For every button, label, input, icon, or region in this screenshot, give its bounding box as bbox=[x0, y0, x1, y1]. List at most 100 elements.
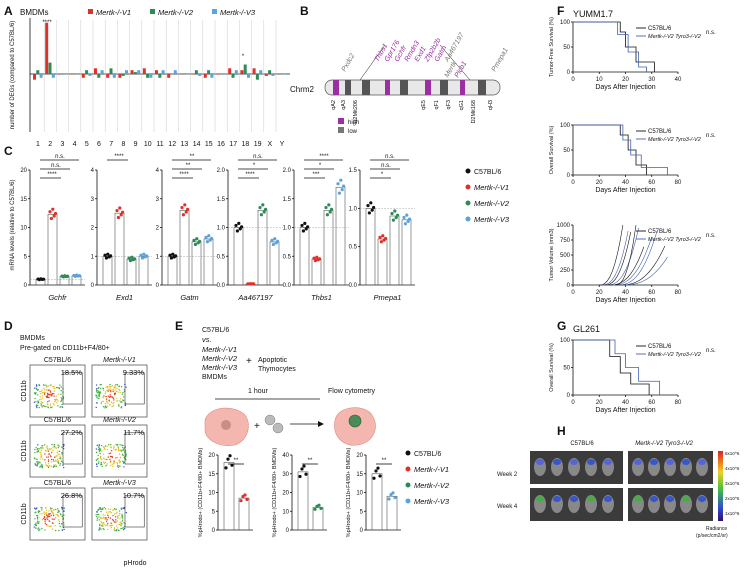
flow-event bbox=[96, 451, 98, 454]
flow-event bbox=[53, 460, 56, 463]
bar-11-0 bbox=[155, 70, 158, 74]
c-dot bbox=[171, 252, 175, 256]
flow-event bbox=[47, 465, 49, 467]
f-tick-label: 0 bbox=[567, 283, 571, 289]
flow-event bbox=[101, 507, 104, 509]
flow-event bbox=[96, 517, 99, 520]
tumor-growth-curve bbox=[609, 246, 645, 286]
c-dot bbox=[261, 203, 265, 207]
band-label: qH3 bbox=[488, 100, 494, 110]
flow-event bbox=[33, 507, 36, 509]
flow-event bbox=[58, 453, 60, 456]
flow-event bbox=[102, 527, 104, 530]
flow-gate bbox=[62, 495, 83, 528]
e-bar bbox=[297, 471, 309, 531]
flow-event bbox=[50, 509, 53, 512]
bar-12-2 bbox=[173, 70, 177, 74]
flow-event bbox=[44, 519, 47, 521]
bar-10-0 bbox=[142, 68, 146, 74]
c-dot bbox=[54, 211, 58, 216]
f-legend-wt: C57BL/6 bbox=[648, 229, 672, 235]
flow-event bbox=[48, 520, 50, 522]
flow-event bbox=[95, 406, 97, 409]
c-dot bbox=[168, 253, 172, 257]
c-dot bbox=[207, 234, 211, 238]
flow-event bbox=[95, 389, 98, 391]
c-sig-label: n.s. bbox=[55, 154, 65, 160]
tick-label-chr: 5 bbox=[85, 141, 89, 148]
f-ylabel: Overall Survival (%) bbox=[549, 126, 555, 175]
panel-e-time: 1 hour bbox=[248, 388, 269, 395]
c-sig-label: n.s. bbox=[253, 154, 263, 160]
flow-event bbox=[121, 520, 124, 522]
flow-event bbox=[112, 402, 114, 405]
flow-event bbox=[111, 385, 114, 387]
flow-event bbox=[52, 512, 54, 514]
c-dot bbox=[391, 218, 395, 222]
flow-event bbox=[38, 448, 40, 450]
band-label: qF1 bbox=[434, 100, 440, 109]
flow-event bbox=[60, 458, 62, 460]
flow-event bbox=[57, 515, 59, 517]
c-tick-label: 3 bbox=[156, 197, 160, 203]
flow-event bbox=[46, 518, 49, 520]
flow-event bbox=[63, 510, 65, 512]
c-dot bbox=[301, 229, 305, 233]
flow-event bbox=[115, 383, 117, 386]
flow-event bbox=[96, 513, 99, 516]
tick-label-chr: 6 bbox=[97, 141, 101, 148]
flow-event bbox=[108, 396, 111, 399]
flow-event bbox=[118, 385, 120, 388]
flow-event bbox=[57, 511, 59, 513]
panel-g-title: GL261 bbox=[573, 324, 600, 334]
flow-event bbox=[120, 516, 122, 518]
flow-event bbox=[123, 466, 125, 468]
g-km-curve-ko bbox=[573, 339, 661, 395]
flow-event bbox=[105, 386, 108, 388]
c-dot bbox=[315, 255, 319, 259]
f-xtick-label: 60 bbox=[648, 290, 655, 296]
f-xtick-label: 80 bbox=[675, 180, 682, 186]
flow-event bbox=[113, 401, 115, 404]
flow-event bbox=[45, 386, 48, 388]
flow-event bbox=[43, 389, 46, 391]
flow-event bbox=[118, 523, 120, 526]
flow-event bbox=[44, 517, 46, 519]
bioluminescence-signal bbox=[536, 496, 544, 502]
flow-event bbox=[110, 391, 112, 393]
flow-event bbox=[96, 444, 98, 447]
c-dot bbox=[180, 205, 184, 210]
flow-event bbox=[50, 451, 53, 454]
flow-event bbox=[110, 522, 112, 524]
bioluminescence-signal bbox=[587, 459, 595, 465]
e-ylabel: %pHrodo+ (CD11b+F4/80+ BMDMs) bbox=[346, 448, 352, 538]
flow-event bbox=[113, 527, 116, 529]
panel-label-h: H bbox=[557, 424, 566, 438]
flow-gate bbox=[62, 432, 83, 465]
c-tick-label: 0.0 bbox=[283, 283, 292, 289]
flow-event bbox=[109, 517, 112, 519]
flow-gate bbox=[124, 372, 145, 405]
flow-event bbox=[58, 522, 61, 525]
flow-event bbox=[50, 465, 53, 468]
e-dot bbox=[313, 507, 317, 511]
flow-event bbox=[52, 514, 55, 517]
bar-7-2 bbox=[112, 74, 116, 78]
bar-8-0 bbox=[118, 74, 122, 78]
e-dot bbox=[387, 497, 391, 501]
flow-event bbox=[113, 399, 115, 401]
c-dot bbox=[313, 259, 317, 263]
e-tick-label: 0 bbox=[212, 528, 216, 534]
c-dot bbox=[339, 178, 343, 182]
f-legend-wt: C57BL/6 bbox=[648, 129, 672, 135]
f-xlabel: Days After Injection bbox=[595, 297, 655, 304]
flow-event bbox=[46, 392, 49, 395]
panel-e-line3: Mertk-/-V2 bbox=[202, 354, 238, 363]
c-dot bbox=[142, 252, 146, 256]
flow-event bbox=[116, 387, 118, 390]
flow-event bbox=[110, 524, 113, 527]
panel-label-b: B bbox=[300, 4, 309, 18]
e-dot bbox=[319, 506, 323, 510]
flow-event bbox=[116, 520, 118, 522]
f-legend-ko: Mertk-/-V2 Tyro3-/-V2 bbox=[648, 34, 701, 40]
